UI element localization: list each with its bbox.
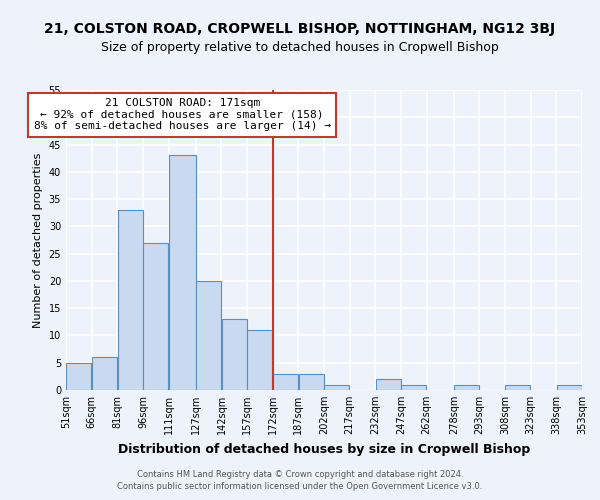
Bar [454,384,479,390]
Text: Size of property relative to detached houses in Cropwell Bishop: Size of property relative to detached ho… [101,41,499,54]
Text: 21, COLSTON ROAD, CROPWELL BISHOP, NOTTINGHAM, NG12 3BJ: 21, COLSTON ROAD, CROPWELL BISHOP, NOTTI… [44,22,556,36]
Bar [222,319,247,390]
Bar [92,358,117,390]
Bar [324,384,349,390]
Bar [299,374,324,390]
Bar [196,281,221,390]
Text: Contains HM Land Registry data © Crown copyright and database right 2024.: Contains HM Land Registry data © Crown c… [137,470,463,479]
Bar [505,384,530,390]
Y-axis label: Number of detached properties: Number of detached properties [33,152,43,328]
Text: 21 COLSTON ROAD: 171sqm
← 92% of detached houses are smaller (158)
8% of semi-de: 21 COLSTON ROAD: 171sqm ← 92% of detache… [34,98,331,132]
Text: Contains public sector information licensed under the Open Government Licence v3: Contains public sector information licen… [118,482,482,491]
Bar [273,374,298,390]
Bar [118,210,143,390]
Bar [376,379,401,390]
X-axis label: Distribution of detached houses by size in Cropwell Bishop: Distribution of detached houses by size … [118,442,530,456]
Bar [247,330,272,390]
Bar [66,362,91,390]
Bar [557,384,582,390]
Bar [169,156,196,390]
Bar [143,242,168,390]
Bar [401,384,426,390]
